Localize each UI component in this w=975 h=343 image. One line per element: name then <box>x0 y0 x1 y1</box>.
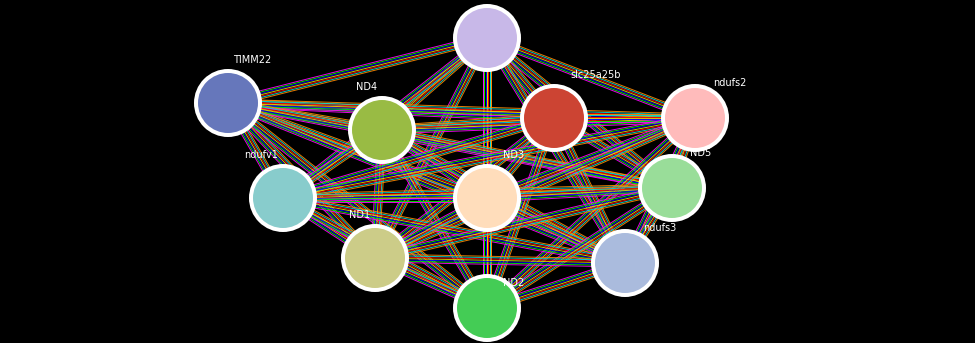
Circle shape <box>194 69 262 137</box>
Text: ND5: ND5 <box>690 148 711 158</box>
Text: ndufs3: ndufs3 <box>643 223 677 233</box>
Circle shape <box>457 278 517 338</box>
Circle shape <box>457 8 517 68</box>
Text: ndufv1: ndufv1 <box>244 150 278 160</box>
Circle shape <box>249 164 317 232</box>
Circle shape <box>453 274 521 342</box>
Circle shape <box>524 88 584 148</box>
Circle shape <box>595 233 655 293</box>
Circle shape <box>453 4 521 72</box>
Text: ND2: ND2 <box>503 278 525 288</box>
Circle shape <box>591 229 659 297</box>
Circle shape <box>253 168 313 228</box>
Circle shape <box>665 88 725 148</box>
Text: ND4: ND4 <box>356 82 377 92</box>
Text: TIMM22: TIMM22 <box>233 55 271 65</box>
Text: ND3: ND3 <box>503 150 525 160</box>
Circle shape <box>198 73 258 133</box>
Circle shape <box>453 164 521 232</box>
Circle shape <box>638 154 706 222</box>
Circle shape <box>352 100 412 160</box>
Text: ndufs2: ndufs2 <box>713 78 747 88</box>
Text: slc25a25b: slc25a25b <box>570 70 620 80</box>
Circle shape <box>642 158 702 218</box>
Text: ND1: ND1 <box>349 210 370 220</box>
Circle shape <box>348 96 416 164</box>
Circle shape <box>520 84 588 152</box>
Circle shape <box>661 84 729 152</box>
Circle shape <box>345 228 405 288</box>
Circle shape <box>341 224 409 292</box>
Circle shape <box>457 168 517 228</box>
